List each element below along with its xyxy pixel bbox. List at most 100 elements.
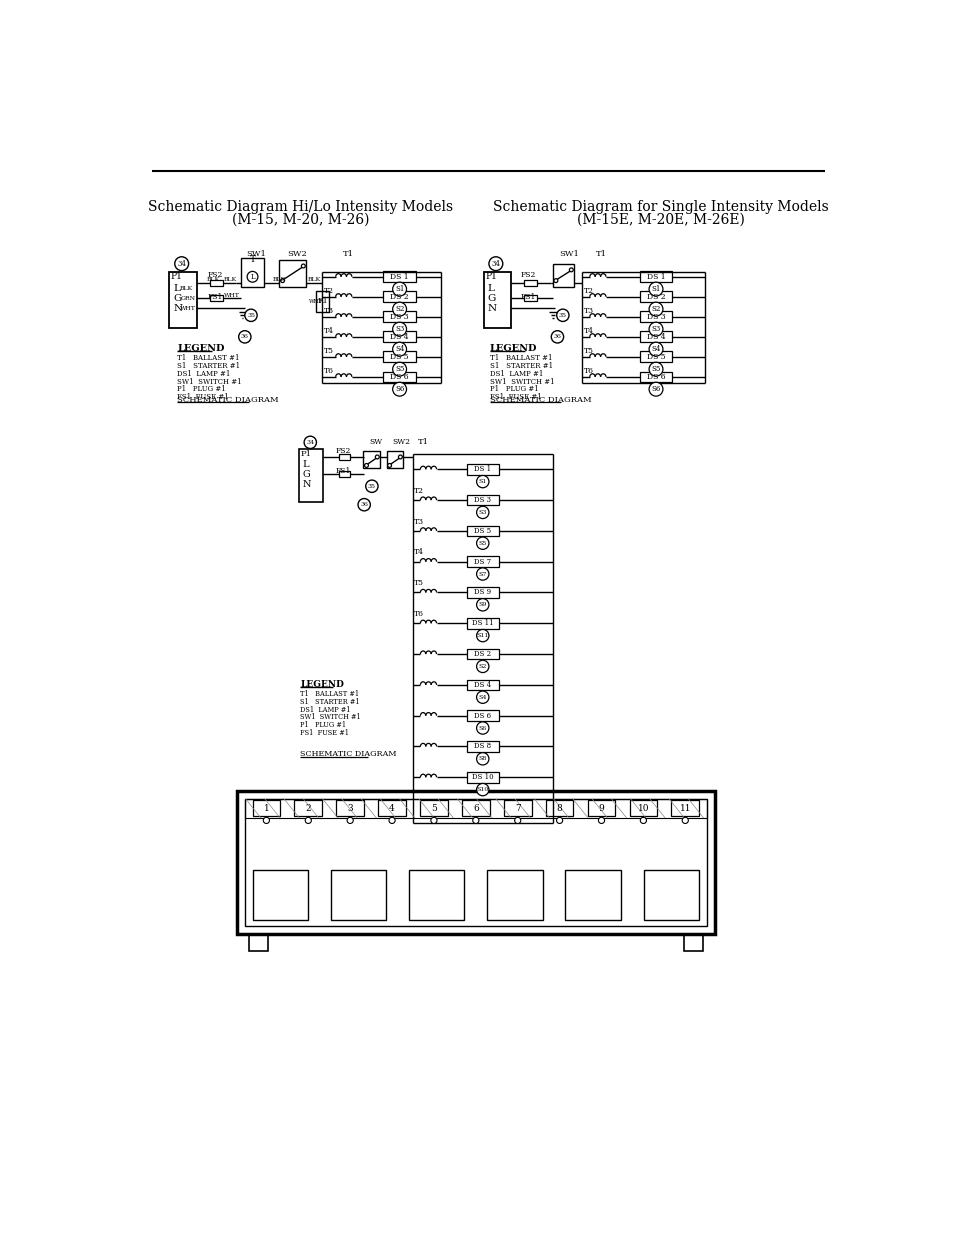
Text: DS 6: DS 6 [390,373,409,380]
Text: T1   BALLAST #1: T1 BALLAST #1 [489,354,552,362]
Circle shape [365,480,377,493]
Text: T5: T5 [414,579,424,588]
Text: 2: 2 [305,804,311,813]
Text: T4: T4 [583,327,593,335]
Text: BLK: BLK [308,278,321,283]
Bar [639,352,672,362]
Circle shape [357,499,370,511]
Text: S3: S3 [478,510,486,515]
Bar [639,272,672,282]
Circle shape [280,279,284,283]
Circle shape [305,818,311,824]
Text: 35: 35 [558,312,566,317]
Text: DS 2: DS 2 [646,293,664,301]
Text: S6: S6 [478,725,486,731]
Text: LEGEND: LEGEND [177,343,224,353]
Circle shape [476,692,488,704]
Bar [383,372,416,383]
Bar [383,311,416,322]
Text: LEGEND: LEGEND [300,680,344,689]
Circle shape [476,661,488,673]
Text: S8: S8 [478,756,486,761]
Circle shape [648,342,662,356]
Text: DS1  LAMP #1: DS1 LAMP #1 [489,369,542,378]
Text: SCHEMATIC DIAGRAM: SCHEMATIC DIAGRAM [489,396,591,404]
Text: 4: 4 [389,804,395,813]
Bar [683,934,702,951]
Bar [466,556,498,567]
Text: T3: T3 [414,517,424,526]
Circle shape [488,257,502,270]
Bar [466,772,498,783]
Text: T1   BALLAST #1: T1 BALLAST #1 [300,690,359,698]
Text: N: N [173,304,182,312]
Circle shape [554,279,558,283]
Circle shape [648,322,662,336]
Text: DS 7: DS 7 [474,558,491,566]
Text: 7: 7 [515,804,520,813]
Text: BLK: BLK [180,285,193,290]
Text: P1   PLUG #1: P1 PLUG #1 [489,385,537,393]
Text: T1: T1 [417,438,429,446]
Text: FS1  FUSE #1: FS1 FUSE #1 [300,729,349,736]
Bar [466,679,498,690]
Bar [466,618,498,629]
Circle shape [393,322,406,336]
Text: WHT: WHT [180,306,195,311]
Bar [466,495,498,505]
Text: S4: S4 [651,345,660,353]
Circle shape [364,463,368,467]
Text: G: G [173,294,181,303]
Circle shape [304,436,316,448]
Text: G: G [487,294,496,303]
Text: 36: 36 [360,503,368,508]
Text: FS1: FS1 [520,293,536,301]
Bar [245,799,706,926]
Bar [386,451,403,468]
Circle shape [375,454,378,459]
Bar [331,869,386,920]
Text: SW1: SW1 [558,249,578,258]
Text: T5: T5 [324,347,334,354]
Circle shape [263,818,269,824]
Text: T3: T3 [583,306,593,315]
Circle shape [681,818,688,824]
Text: BLK: BLK [206,278,219,283]
Text: S1: S1 [395,285,404,293]
Circle shape [301,264,305,268]
Circle shape [476,475,488,488]
Text: T6: T6 [414,610,424,618]
Text: DS 11: DS 11 [472,619,493,627]
Bar [639,331,672,342]
Text: L: L [487,284,494,293]
Text: 9: 9 [598,804,604,813]
Text: DS1  LAMP #1: DS1 LAMP #1 [177,369,231,378]
Text: T2: T2 [583,287,593,295]
Text: T6: T6 [583,367,593,374]
Bar [466,526,498,536]
Text: WHT: WHT [308,299,322,304]
Bar [241,258,264,287]
Circle shape [347,818,353,824]
Bar [294,800,322,816]
Text: SW2: SW2 [393,438,410,446]
Circle shape [393,342,406,356]
Text: DS 1: DS 1 [474,466,491,473]
Text: T1   BALLAST #1: T1 BALLAST #1 [177,354,239,362]
Bar [671,800,699,816]
Circle shape [476,721,488,734]
Text: S1: S1 [651,285,660,293]
Text: 34: 34 [491,259,499,268]
Circle shape [393,383,406,396]
Text: S5: S5 [478,541,486,546]
Circle shape [476,599,488,611]
Bar [210,280,222,287]
Text: SW2: SW2 [287,249,307,258]
Text: FS1: FS1 [335,467,351,474]
Text: S4: S4 [395,345,404,353]
Text: S11: S11 [476,634,489,638]
Text: L: L [173,284,180,293]
Circle shape [431,818,436,824]
Text: P1   PLUG #1: P1 PLUG #1 [177,385,226,393]
Text: 10: 10 [637,804,648,813]
